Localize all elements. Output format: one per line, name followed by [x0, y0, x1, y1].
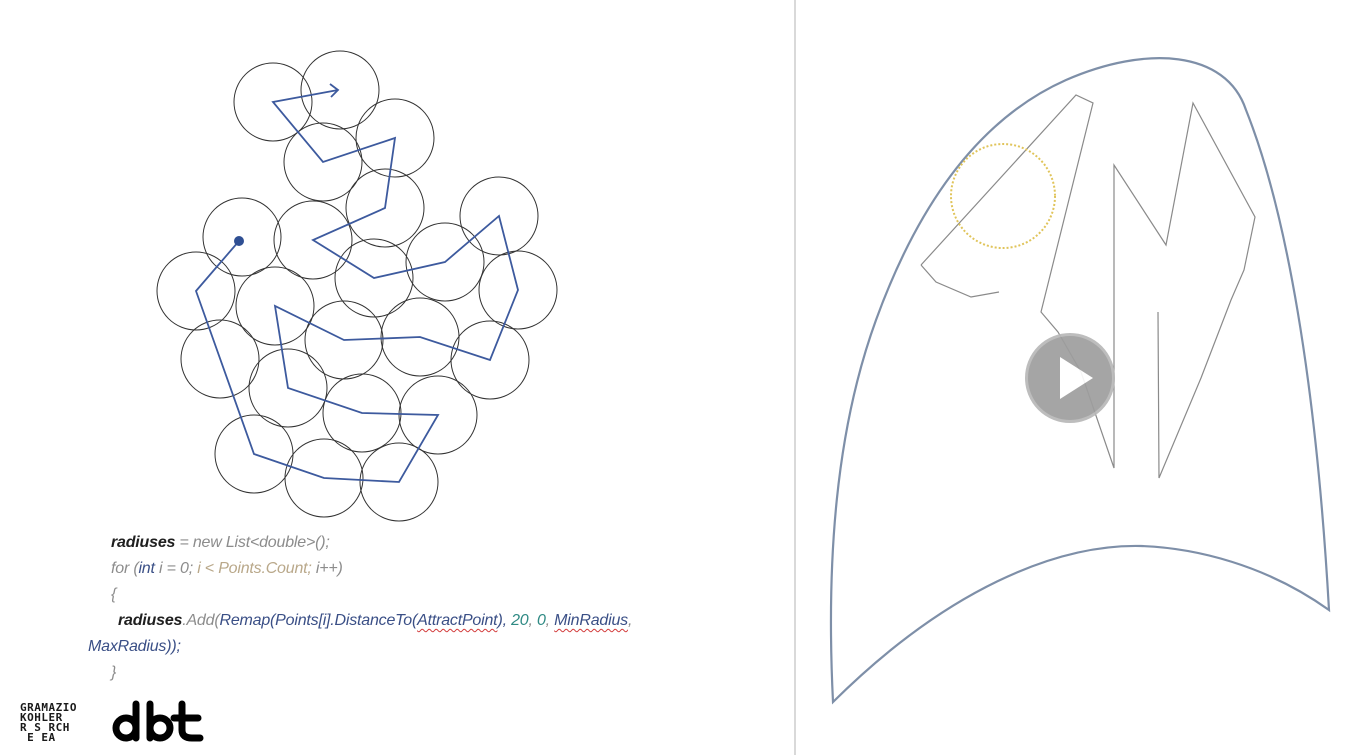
code-line-4: radiuses.Add(Remap(Points[i].DistanceTo(… [118, 612, 632, 630]
circle [156, 251, 236, 331]
code-line-5: MaxRadius)); [88, 638, 181, 656]
circle [283, 122, 363, 202]
circle [334, 238, 414, 318]
dbt-logo [112, 700, 204, 742]
code-text: ), [497, 612, 512, 629]
logo-line: R S RCH [20, 721, 70, 734]
video-panel[interactable] [796, 0, 1346, 755]
circle [304, 300, 384, 380]
code-text: , [528, 612, 537, 629]
code-line-3: { [111, 586, 117, 603]
code-line-2: for (int i = 0; i < Points.Count; i++) [111, 560, 343, 578]
code-number: 0 [536, 612, 546, 629]
code-identifier: AttractPoint [417, 612, 498, 629]
circle [322, 373, 402, 453]
code-identifier: MinRadius [554, 612, 628, 629]
circle [459, 176, 539, 256]
code-text: = new List<double>(); [175, 534, 330, 551]
circle [359, 442, 439, 522]
play-icon [1060, 357, 1093, 399]
panel-divider [794, 0, 796, 755]
code-identifier: MaxRadius)); [88, 638, 181, 655]
code-text: i = 0; [154, 560, 198, 577]
code-text: i++) [315, 560, 343, 577]
circle [450, 320, 530, 400]
circle [180, 319, 260, 399]
circle [202, 197, 282, 277]
circle [273, 200, 353, 280]
code-text: for ( [111, 560, 139, 577]
circle [355, 98, 435, 178]
gramazio-kohler-logo: GRAMAZIO KOHLER R S RCH E EA [20, 701, 77, 744]
circle [235, 266, 315, 346]
highlight-circle [950, 143, 1056, 249]
code-text: .Add( [182, 612, 220, 629]
circle-group [156, 50, 558, 522]
circle [345, 168, 425, 248]
circle [478, 250, 558, 330]
code-call: Remap(Points[i].DistanceTo( [219, 612, 418, 629]
circle [405, 222, 485, 302]
code-keyword: radiuses [111, 534, 176, 551]
logo-line: E EA [20, 731, 56, 744]
code-number: 20 [511, 612, 529, 629]
code-type: int [138, 560, 155, 577]
circle [398, 375, 478, 455]
arrow-head [329, 83, 340, 98]
logo-line: GRAMAZIO [20, 701, 77, 714]
code-text: , [545, 612, 555, 629]
code-condition: i < Points.Count; [197, 560, 316, 577]
circle [300, 50, 380, 130]
attract-point-marker [234, 236, 244, 246]
outer-shape-outline [829, 57, 1331, 705]
play-button[interactable] [1025, 333, 1115, 423]
circle [284, 438, 364, 518]
code-line-1: radiuses = new List<double>(); [111, 534, 330, 552]
code-line-6: } [111, 664, 117, 681]
circle [248, 348, 328, 428]
video-frame-drawing [829, 57, 1331, 705]
slide-left-panel: radiuses = new List<double>(); for (int … [20, 50, 633, 744]
code-text: , [627, 612, 633, 629]
code-keyword: radiuses [118, 612, 183, 629]
inner-line-1 [920, 94, 1256, 479]
logo-line: KOHLER [20, 711, 63, 724]
inner-line-2 [920, 264, 1000, 298]
circle-packing-diagram [156, 50, 558, 522]
circle [233, 62, 313, 142]
attractor-path [194, 89, 519, 483]
